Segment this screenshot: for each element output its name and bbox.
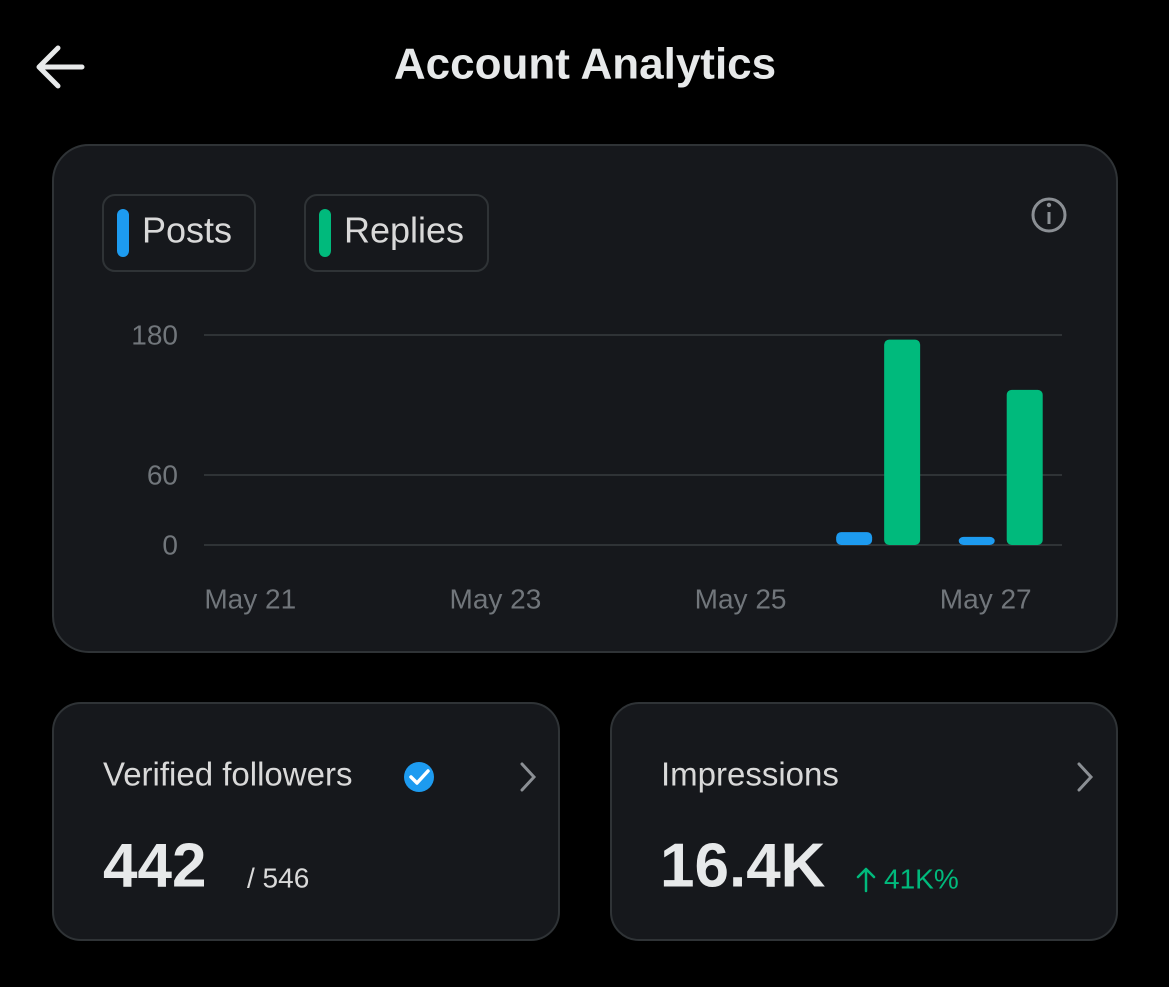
card-value: 16.4K: [660, 831, 826, 900]
page-title: Account Analytics: [394, 40, 776, 89]
bar: [884, 339, 921, 545]
card-label: Impressions: [661, 756, 839, 793]
impressions-card[interactable]: [610, 702, 1118, 941]
legend-swatch: [319, 209, 331, 257]
x-tick-label: May 25: [695, 583, 787, 614]
up-arrow: [856, 867, 876, 893]
bar: [836, 532, 873, 545]
legend-swatch: [117, 209, 129, 257]
chevron: [520, 762, 537, 792]
y-tick-label: 180: [131, 319, 178, 350]
bar: [958, 536, 995, 545]
legend-label: Replies: [344, 210, 464, 251]
y-tick-label: 60: [147, 459, 178, 490]
legend-item[interactable]: [102, 194, 256, 272]
chevron: [1077, 762, 1094, 792]
card-total: / 546: [247, 862, 309, 893]
legend-item[interactable]: [304, 194, 489, 272]
y-tick-label: 0: [162, 529, 178, 560]
info-icon[interactable]: [1031, 197, 1067, 233]
plot: 0 60 180 May 21 May 23 May 25 May 27: [131, 319, 1062, 614]
bar: [1006, 389, 1043, 545]
legend-label: Posts: [142, 210, 232, 251]
card-value: 442: [103, 831, 206, 900]
x-tick-label: May 21: [204, 583, 296, 614]
x-tick-label: May 23: [450, 583, 542, 614]
card-change: 41K%: [884, 863, 959, 894]
card-label: Verified followers: [103, 756, 352, 793]
back-button[interactable]: [36, 45, 85, 89]
x-tick-label: May 27: [940, 583, 1032, 614]
followers-card[interactable]: [52, 702, 560, 941]
verified-badge: [404, 762, 434, 792]
